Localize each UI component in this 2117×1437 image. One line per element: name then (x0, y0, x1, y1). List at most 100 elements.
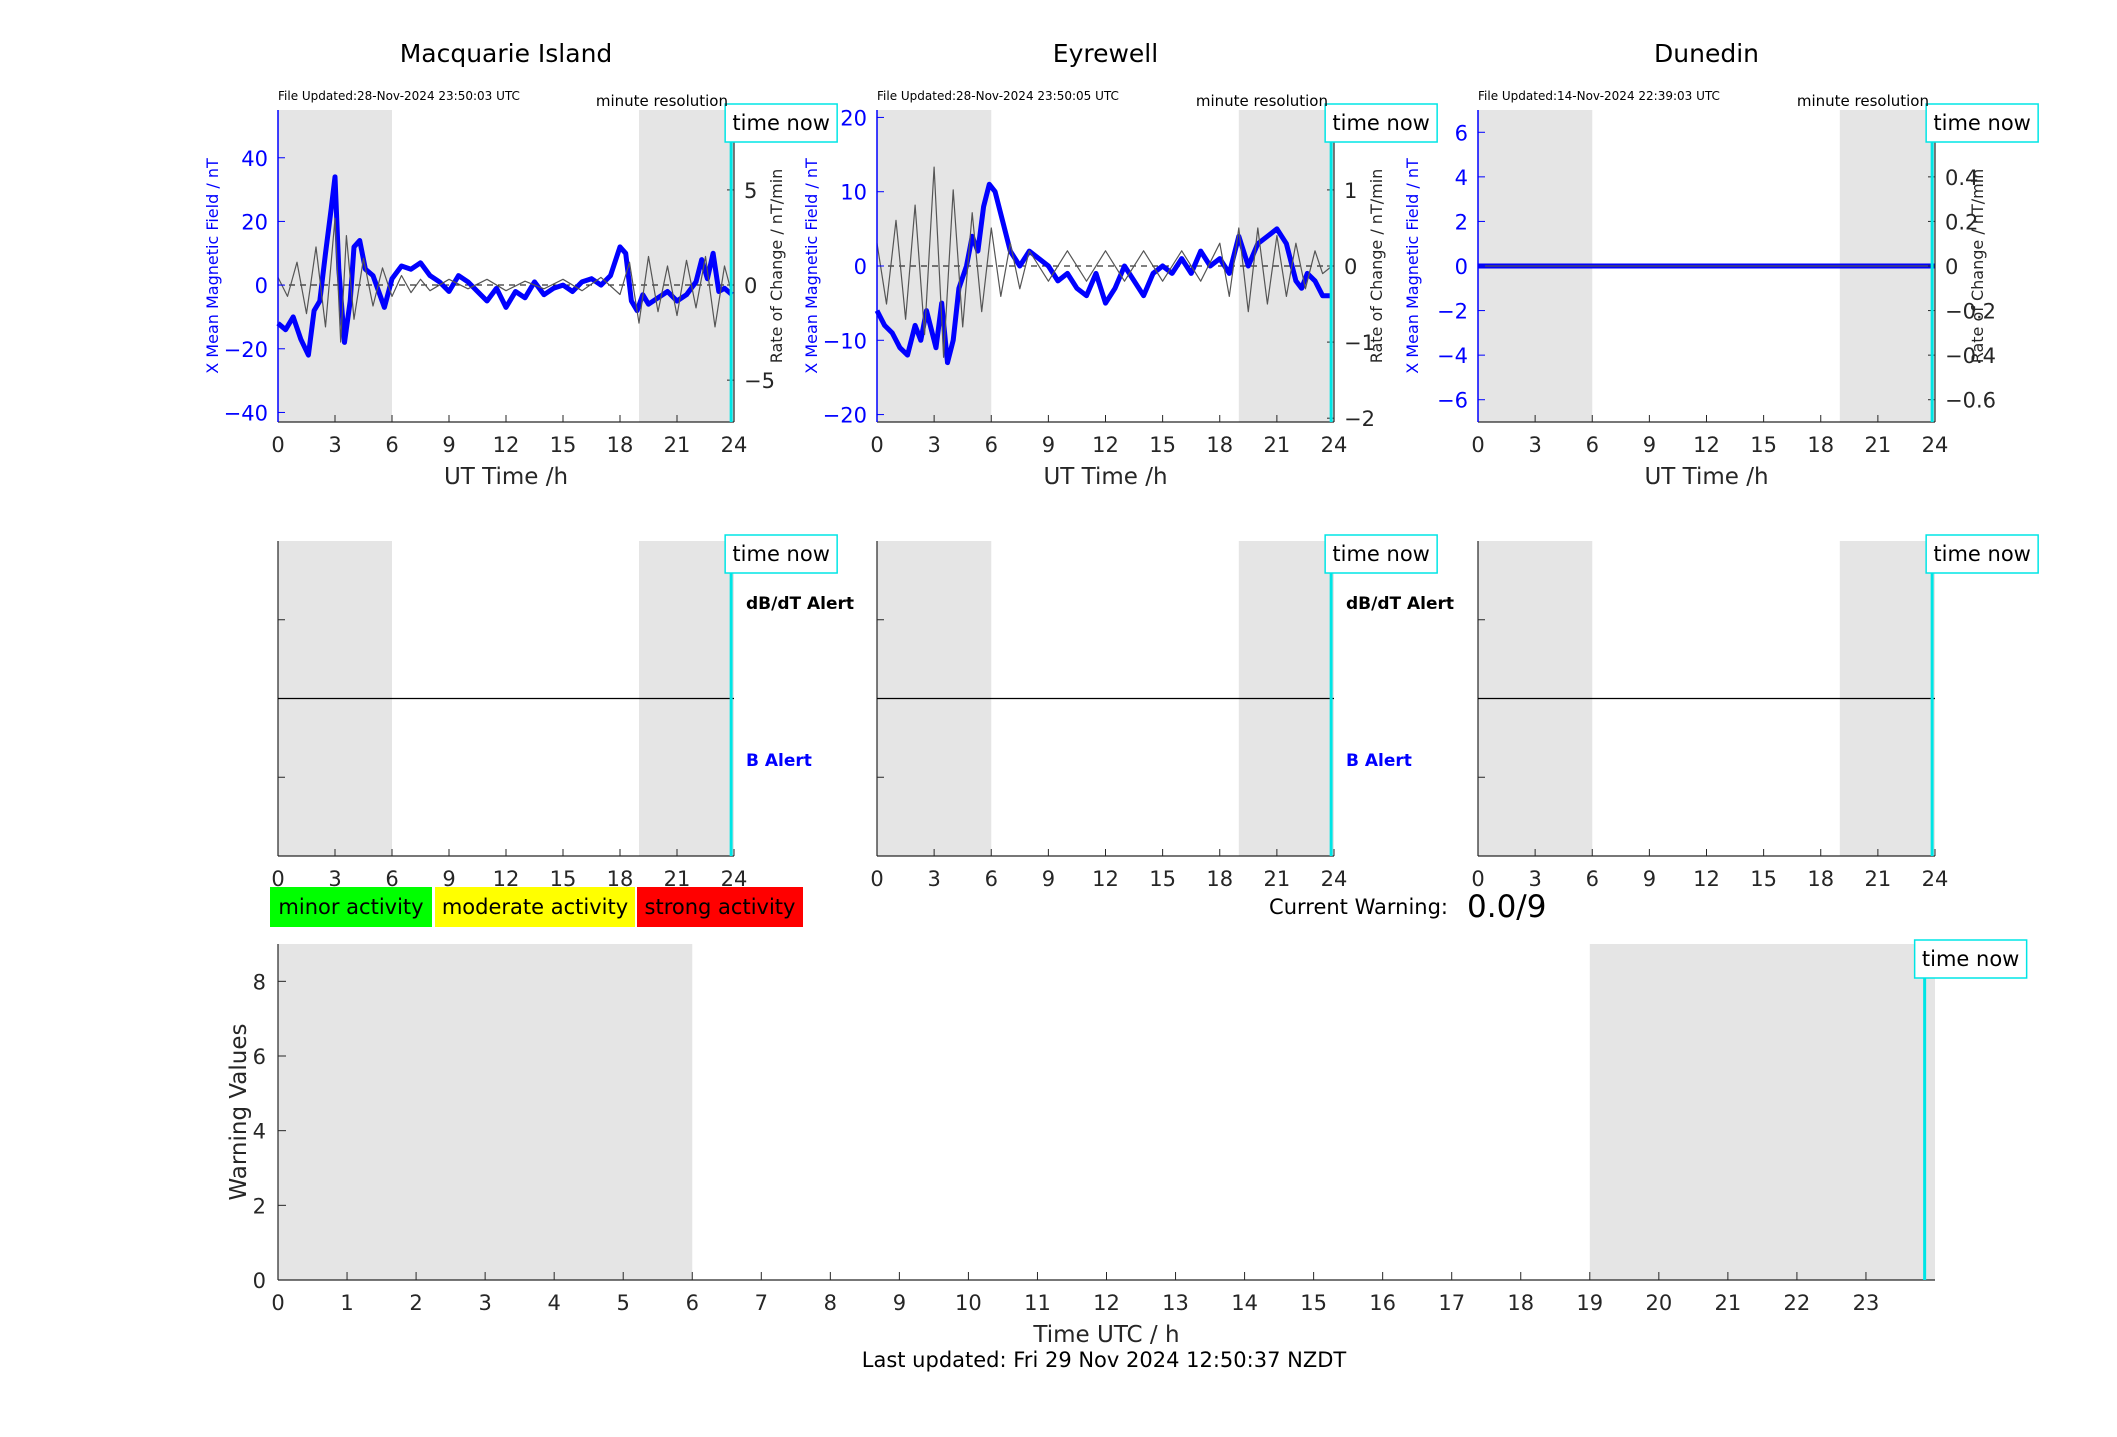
y-tick-label-left-2: 0 (854, 255, 867, 279)
x-tick-label-0: 0 (271, 433, 284, 457)
y-tick-label-left-0: −40 (224, 401, 268, 425)
x-tick-label-8: 24 (1922, 867, 1949, 891)
time-now-box (1913, 939, 2028, 979)
x-axis-label: UT Time /h (1043, 464, 1167, 490)
y-tick-label-left-0: −6 (1437, 389, 1468, 413)
resolution-label: minute resolution (596, 92, 728, 110)
file-updated-label: File Updated:14-Nov-2024 22:39:03 UTC (1478, 89, 1720, 103)
x-tick-label-7: 7 (755, 1291, 768, 1315)
x-tick-label-7: 21 (664, 433, 691, 457)
x-tick-label-1: 3 (927, 867, 940, 891)
x-tick-label-4: 12 (493, 433, 520, 457)
x-tick-label-5: 5 (617, 1291, 630, 1315)
y-tick-label-right-1: −1 (1344, 331, 1375, 355)
y-axis-label-right: Rate of Change / nT/min (1968, 169, 1987, 364)
x-tick-label-16: 16 (1369, 1291, 1396, 1315)
time-now-label: time now (1922, 947, 2019, 971)
time-now-box (1324, 103, 1438, 143)
legend-label-1: moderate activity (442, 895, 628, 919)
x-tick-label-0: 0 (1471, 433, 1484, 457)
x-axis-label: Time UTC / h (1032, 1322, 1179, 1348)
current-warning-value: 0.0/9 (1467, 889, 1546, 925)
y-axis-label-left: X Mean Magnetic Field / nT (802, 158, 821, 374)
y-axis-label-right: Rate of Change / nT/min (1367, 169, 1386, 364)
activity-legend: minor activity moderate activity strong ac… (270, 887, 803, 927)
x-tick-label-2: 6 (1586, 433, 1599, 457)
y-tick-label-left-3: 20 (241, 210, 268, 234)
legend-swatch-0 (270, 887, 432, 927)
x-tick-label-1: 3 (1528, 867, 1541, 891)
y-axis-label: Warning Values (226, 1023, 252, 1200)
y-tick-label-4: 8 (253, 970, 266, 994)
y-tick-label-left-3: 0 (1455, 255, 1468, 279)
time-now-label: time now (732, 111, 829, 135)
x-tick-label-3: 9 (442, 867, 455, 891)
y-tick-label-left-2: −2 (1437, 300, 1468, 324)
x-tick-label-6: 6 (686, 1291, 699, 1315)
x-tick-label-2: 6 (985, 433, 998, 457)
x-tick-label-13: 13 (1162, 1291, 1189, 1315)
x-tick-label-11: 11 (1024, 1291, 1051, 1315)
y-axis-label-right: Rate of Change / nT/min (767, 169, 786, 364)
x-tick-label-8: 24 (1321, 867, 1348, 891)
y-tick-label-right-4: 0.2 (1945, 210, 1978, 234)
last-updated-label: Last updated: Fri 29 Nov 2024 12:50:37 N… (862, 1348, 1347, 1372)
x-tick-label-15: 15 (1300, 1291, 1327, 1315)
time-now-box (1324, 534, 1438, 574)
x-tick-label-2: 6 (985, 867, 998, 891)
x-tick-label-3: 9 (442, 433, 455, 457)
y-tick-label-right-2: 5 (744, 179, 757, 203)
time-now-label: time now (1933, 542, 2030, 566)
y-tick-label-3: 6 (253, 1045, 266, 1069)
y-tick-label-left-4: 40 (241, 147, 268, 171)
x-axis-label: UT Time /h (444, 464, 568, 490)
y-axis-label-left: X Mean Magnetic Field / nT (1403, 158, 1422, 374)
night-band-0 (278, 110, 392, 422)
y-tick-label-left-4: 20 (840, 106, 867, 130)
x-tick-label-6: 18 (1807, 433, 1834, 457)
y-tick-label-left-3: 10 (840, 181, 867, 205)
x-tick-label-23: 23 (1853, 1291, 1880, 1315)
x-tick-label-7: 21 (1865, 433, 1892, 457)
time-now-box (724, 534, 838, 574)
x-tick-label-9: 9 (893, 1291, 906, 1315)
time-now-box (724, 103, 838, 143)
x-tick-label-6: 18 (607, 433, 634, 457)
y-tick-label-right-0: −0.6 (1945, 389, 1996, 413)
x-tick-label-3: 9 (1042, 433, 1055, 457)
x-tick-label-8: 24 (1922, 433, 1949, 457)
y-tick-label-1: 2 (253, 1194, 266, 1218)
x-tick-label-8: 24 (1321, 433, 1348, 457)
x-tick-label-2: 6 (1586, 867, 1599, 891)
x-tick-label-5: 15 (1750, 433, 1777, 457)
x-tick-label-5: 15 (1149, 867, 1176, 891)
field-series-line (276, 174, 734, 358)
x-tick-label-4: 12 (1092, 433, 1119, 457)
x-tick-label-21: 21 (1715, 1291, 1742, 1315)
legend-label-0: minor activity (278, 895, 423, 919)
chart-panel-0: 0 3 6 9 12 15 18 21 24 −40 −20 0 20 40 −5 0 5 time now Mac… (203, 39, 838, 490)
chart-panel-4: 0 3 6 9 12 15 18 21 24 time now dB/dT Alert B Alert (870, 534, 1454, 891)
x-tick-label-20: 20 (1645, 1291, 1672, 1315)
x-tick-label-1: 3 (328, 867, 341, 891)
y-tick-label-right-0: −5 (744, 369, 775, 393)
y-tick-label-left-1: −4 (1437, 344, 1468, 368)
chart-panel-2: 0 3 6 9 12 15 18 21 24−6−4−20246−0.6−0.4−0.200.2… (1403, 39, 2039, 490)
time-now-label: time now (1933, 111, 2030, 135)
y-tick-label-left-1: −20 (224, 338, 268, 362)
y-tick-label-left-0: −20 (823, 404, 867, 428)
x-tick-label-7: 21 (1865, 867, 1892, 891)
x-tick-label-0: 0 (271, 1291, 284, 1315)
y-tick-label-right-3: 0 (1945, 255, 1958, 279)
x-tick-label-3: 9 (1643, 433, 1656, 457)
x-tick-label-1: 3 (927, 433, 940, 457)
y-tick-label-left-2: 0 (255, 274, 268, 298)
b-alert-label: B Alert (746, 751, 812, 771)
x-tick-label-0: 0 (870, 433, 883, 457)
time-now-box (1925, 534, 2039, 574)
time-now-label: time now (1332, 542, 1429, 566)
x-tick-label-2: 6 (385, 867, 398, 891)
